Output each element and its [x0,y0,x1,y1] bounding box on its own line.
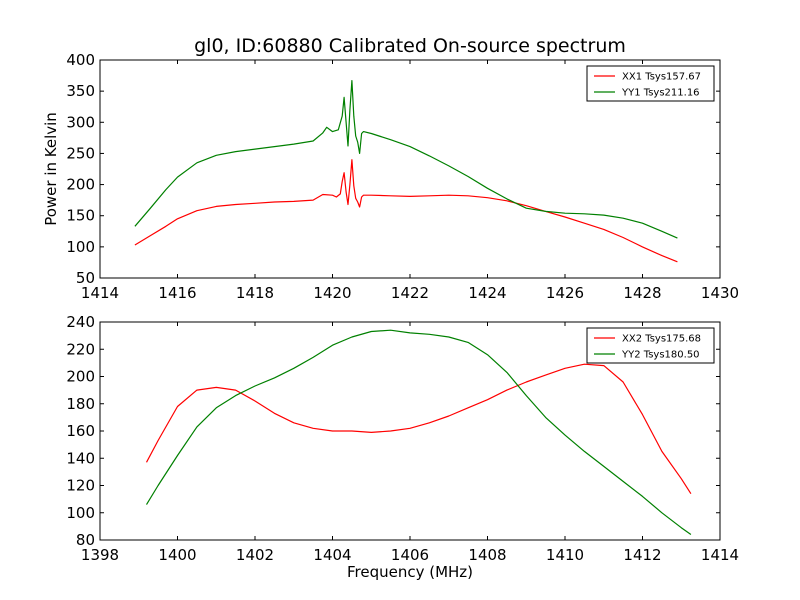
series-line-YY1 Tsys211.16 [134,79,678,239]
x-tick-label: 1426 [546,284,584,302]
x-tick-label: 1414 [81,284,119,302]
x-tick-label: 1412 [623,546,661,564]
x-tick-label: 1406 [391,546,429,564]
series-line-YY2 Tsys180.50 [145,329,692,535]
x-tick-label: 1400 [158,546,196,564]
y-tick-label: 250 [66,144,95,162]
y-tick-label: 200 [66,368,95,386]
legend-entry-label: YY2 Tsys180.50 [621,350,700,361]
y-tick-label: 240 [66,313,95,331]
x-tick-label: 1402 [236,546,274,564]
y-tick-label: 80 [76,531,95,549]
y-tick-label: 350 [66,82,95,100]
legend-box [586,65,715,102]
x-tick-label: 1398 [81,546,119,564]
legend: XX1 Tsys157.67 YY1 Tsys211.16 [586,65,715,102]
y-tick-label: 300 [66,113,95,131]
x-tick-label: 1422 [391,284,429,302]
legend-entry-label: XX2 Tsys175.68 [622,334,701,345]
y-tick-label: 100 [66,504,95,522]
legend-entry-label: YY1 Tsys211.16 [621,88,700,99]
x-tick-label: 1424 [468,284,506,302]
x-tick-label: 1420 [313,284,351,302]
x-tick-label: 1404 [313,546,351,564]
y-tick-label: 400 [66,51,95,69]
bottom-subplot: 1398 1400 1402 1404 1406 1408 1410 1412 1414 80 10… [66,313,739,581]
chart-title: gl0, ID:60880 Calibrated On-source spect… [194,35,626,57]
x-tick-label: 1416 [158,284,196,302]
x-tick-label: 1428 [623,284,661,302]
x-tick-label: 1430 [701,284,739,302]
x-tick-label: 1408 [468,546,506,564]
y-tick-label: 120 [66,477,95,495]
legend: XX2 Tsys175.68 YY2 Tsys180.50 [586,327,715,364]
top-subplot: 1414 1416 1418 1420 1422 1424 1426 1428 1430 50 10… [42,35,739,302]
y-tick-label: 160 [66,422,95,440]
y-tick-label: 140 [66,449,95,467]
legend-box [586,327,715,364]
x-tick-label: 1414 [701,546,739,564]
y-tick-label: 180 [66,395,95,413]
legend-entry-label: XX1 Tsys157.67 [622,72,701,83]
x-axis-label: Frequency (MHz) [347,563,473,581]
y-tick-label: 50 [76,269,95,287]
y-tick-label: 220 [66,340,95,358]
x-tick-label: 1418 [236,284,274,302]
series-line-XX2 Tsys175.68 [145,363,692,495]
x-tick-label: 1410 [546,546,584,564]
y-tick-label: 200 [66,176,95,194]
y-tick-label: 150 [66,207,95,225]
y-axis-label: Power in Kelvin [42,112,60,226]
y-tick-label: 100 [66,238,95,256]
